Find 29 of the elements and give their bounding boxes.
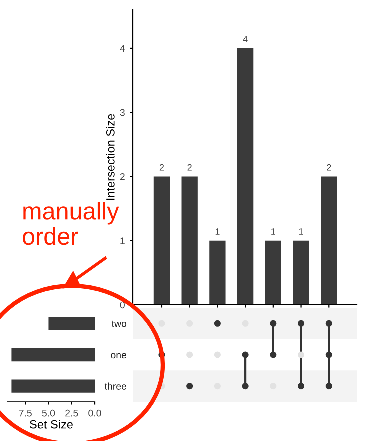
y-tick-label: 1 — [120, 238, 125, 244]
y-tick-label: 3 — [120, 109, 125, 116]
data-label: 2 — [160, 164, 164, 171]
bar — [237, 48, 254, 305]
text: manually order — [23, 202, 120, 246]
x-axis-title: Set Size — [30, 420, 73, 429]
x-tick-label: 7.5 — [19, 410, 32, 417]
bar — [182, 176, 198, 305]
bar — [265, 240, 282, 305]
x-tick-label: 5.0 — [42, 410, 56, 417]
x-tick-label: 2.5 — [66, 410, 78, 417]
bar — [321, 176, 338, 305]
data-label: 1 — [272, 228, 276, 235]
y-axis-title: Intersection Size — [106, 114, 115, 200]
data-label: 2 — [327, 164, 332, 171]
y-tick-label: 4 — [120, 45, 126, 52]
data-label: 4 — [243, 36, 248, 42]
data-label: 1 — [299, 228, 304, 235]
y-tick-label: 2 — [120, 173, 125, 180]
y-tick-label: two — [112, 320, 127, 328]
x-tick-label: 0.0 — [88, 410, 102, 417]
data-label: 1 — [216, 228, 220, 235]
y-tick-label: 0 — [120, 302, 125, 309]
bar — [210, 240, 226, 305]
bar — [293, 240, 310, 305]
y-tick-label: three — [104, 382, 127, 390]
data-label: 2 — [188, 164, 192, 171]
y-tick-label: one — [111, 353, 127, 359]
bar — [154, 176, 170, 305]
